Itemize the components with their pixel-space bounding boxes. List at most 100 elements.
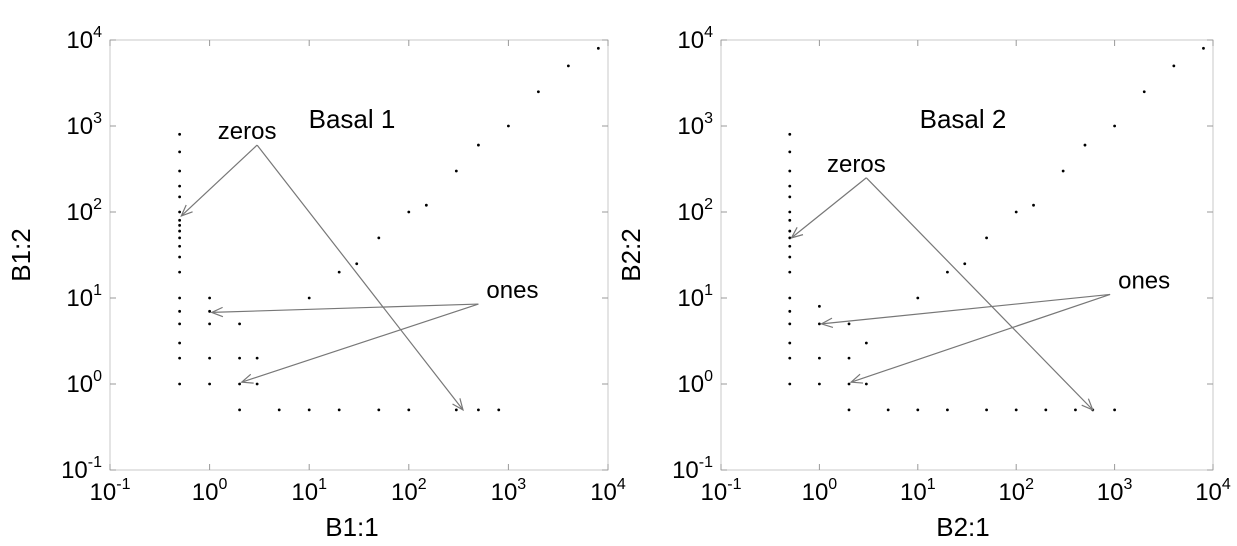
data-point xyxy=(178,270,182,274)
data-point xyxy=(477,408,480,412)
y-tick-label: 101 xyxy=(66,282,102,312)
annotation-arrow xyxy=(241,303,479,383)
annotation-arrow xyxy=(821,293,1111,325)
data-point xyxy=(178,341,182,345)
plot-frame xyxy=(109,39,609,471)
y-axis-label: B1:2 xyxy=(6,228,36,282)
data-point xyxy=(1044,408,1048,412)
annotation-arrowhead xyxy=(180,204,193,217)
data-point xyxy=(1202,46,1205,50)
data-point xyxy=(788,132,792,136)
data-point xyxy=(208,296,212,300)
data-point xyxy=(178,296,182,300)
data-point xyxy=(1113,408,1116,412)
data-point xyxy=(178,309,182,313)
y-tick-label: 10-1 xyxy=(672,454,713,484)
data-point xyxy=(916,408,920,412)
data-point xyxy=(788,195,792,199)
data-point xyxy=(238,408,241,412)
panel-title: Basal 1 xyxy=(309,104,396,134)
panel-basal-1: 10-1 100 101 102 103 104 10-1100101102103104 … xyxy=(6,24,626,542)
data-point xyxy=(788,341,792,345)
data-point xyxy=(818,356,821,360)
annotation-arrow xyxy=(850,293,1111,383)
data-point xyxy=(1061,169,1065,173)
data-point xyxy=(788,218,792,222)
data-point xyxy=(1032,203,1035,207)
y-axis-label: B2:2 xyxy=(616,228,646,282)
data-point xyxy=(818,382,821,386)
data-point xyxy=(407,408,411,412)
scatter-points xyxy=(788,46,1205,412)
annotation-arrow xyxy=(791,177,867,239)
y-ticks: 10-1 100 101 102 103 104 xyxy=(61,24,608,484)
data-point xyxy=(788,236,792,240)
y-tick-label: 101 xyxy=(677,282,713,312)
annotation-label: ones xyxy=(1118,267,1170,294)
x-tick-label: 104 xyxy=(590,476,626,506)
data-point xyxy=(178,195,182,199)
annotation-arrowhead xyxy=(452,398,464,412)
data-point xyxy=(788,229,792,233)
y-tick-label: 100 xyxy=(66,368,102,398)
data-point xyxy=(1014,408,1018,412)
x-tick-label: 10-1 xyxy=(90,476,131,506)
data-point xyxy=(1083,143,1087,147)
panel-basal-2: 10-1 100 101 102 103 104 10-1100101102103104 … xyxy=(616,24,1231,542)
data-point xyxy=(238,356,241,360)
data-point xyxy=(454,408,458,412)
y-tick-label: 103 xyxy=(677,110,713,140)
data-point xyxy=(178,210,182,214)
x-tick-label: 102 xyxy=(391,476,427,506)
annotation-arrowhead xyxy=(849,373,864,384)
data-point xyxy=(1014,210,1018,214)
data-point xyxy=(1172,64,1176,68)
annotation-label: zeros xyxy=(218,118,277,145)
panel-title: Basal 2 xyxy=(920,104,1007,134)
data-point xyxy=(178,236,182,240)
scatter-points xyxy=(178,46,600,412)
data-point xyxy=(277,408,281,412)
y-tick-label: 100 xyxy=(677,368,713,398)
x-ticks: 10-1 100 101 102 103 104 xyxy=(701,40,1231,506)
data-point xyxy=(788,382,792,386)
data-point xyxy=(847,322,851,326)
data-point xyxy=(1074,408,1077,412)
data-point xyxy=(497,408,501,412)
data-point xyxy=(1142,90,1146,94)
data-point xyxy=(596,46,600,50)
annotation-label: ones xyxy=(486,277,538,304)
data-point xyxy=(916,296,920,300)
data-point xyxy=(864,341,868,345)
data-point xyxy=(788,210,792,214)
data-point xyxy=(337,408,341,412)
data-point xyxy=(178,229,182,233)
y-ticks: 10-1 100 101 102 103 104 xyxy=(672,24,1213,484)
data-point xyxy=(377,236,381,240)
data-point xyxy=(208,356,212,360)
x-tick-label: 103 xyxy=(1097,476,1133,506)
data-point xyxy=(355,262,359,266)
data-point xyxy=(208,309,212,313)
data-point xyxy=(818,304,821,308)
data-point xyxy=(864,382,868,386)
data-point xyxy=(788,270,792,274)
annotation-label: zeros xyxy=(827,151,886,178)
data-point xyxy=(178,255,182,259)
x-tick-label: 101 xyxy=(291,476,327,506)
data-point xyxy=(788,184,792,188)
y-tick-label: 102 xyxy=(677,196,713,226)
annotation-arrowhead xyxy=(819,317,834,328)
x-tick-label: 100 xyxy=(802,476,838,506)
data-point xyxy=(788,322,792,326)
x-axis-label: B1:1 xyxy=(325,512,379,542)
data-point xyxy=(788,255,792,259)
data-point xyxy=(788,169,792,173)
data-point xyxy=(337,270,341,274)
annotation-arrowhead xyxy=(1081,398,1094,411)
data-point xyxy=(985,408,988,412)
data-point xyxy=(886,408,890,412)
data-point xyxy=(407,210,411,214)
annotation-arrowhead xyxy=(790,227,804,239)
